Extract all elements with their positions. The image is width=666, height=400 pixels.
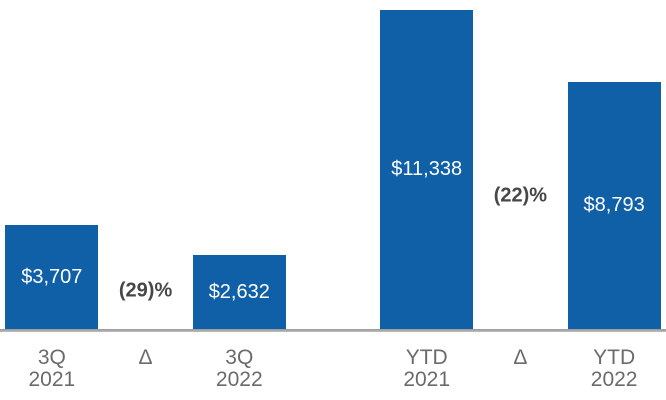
delta-percentage-label: (29)% xyxy=(118,279,173,302)
tick-line-1: YTD xyxy=(593,346,636,369)
x-axis-tick-label: YTD 2021 xyxy=(380,347,474,391)
tick-line-1: 3Q xyxy=(37,346,66,369)
tick-line-2: 2022 xyxy=(215,368,263,391)
bar-ytd-2021: $11,338 xyxy=(380,10,474,329)
plot-area: $3,707 (29)% $2,632 $11,338 (22)% $8,793 xyxy=(0,10,666,332)
x-axis-tick-label: 3Q 2022 xyxy=(192,347,286,391)
delta-percentage-label: (22)% xyxy=(493,184,548,207)
x-axis-tick-label: Δ xyxy=(99,347,193,369)
tick-line-2: 2021 xyxy=(403,368,451,391)
bar-value-label: $8,793 xyxy=(583,194,645,216)
tick-line-2: 2021 xyxy=(28,368,76,391)
tick-line-1: Δ xyxy=(513,346,528,369)
bar-value-label: $11,338 xyxy=(391,158,463,180)
tick-line-1: Δ xyxy=(138,346,153,369)
bar-value-label: $2,632 xyxy=(208,280,270,303)
x-axis-line xyxy=(0,329,666,332)
bar-3q-2021: $3,707 xyxy=(5,225,99,329)
tick-line-1: 3Q xyxy=(225,346,254,369)
bar-3q-2022: $2,632 xyxy=(192,255,286,329)
tick-line-2: 2022 xyxy=(590,368,638,391)
bar-ytd-2022: $8,793 xyxy=(567,82,661,329)
tick-line-1: YTD xyxy=(405,346,448,369)
bar-value-label: $3,707 xyxy=(21,265,83,288)
x-axis-tick-label: Δ xyxy=(474,347,568,369)
x-axis-tick-label: 3Q 2021 xyxy=(5,347,99,391)
x-axis-tick-label: YTD 2022 xyxy=(567,347,661,391)
